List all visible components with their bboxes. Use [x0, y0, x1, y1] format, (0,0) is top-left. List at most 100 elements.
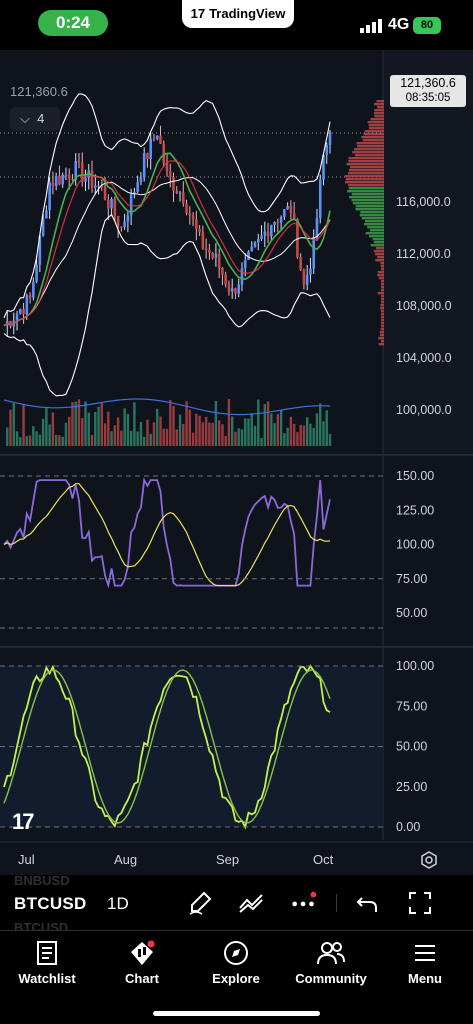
volume-bar [51, 412, 55, 446]
tab-explore[interactable]: Explore [191, 939, 281, 986]
volume-profile-row [344, 175, 384, 178]
candle-body [315, 218, 319, 238]
bollinger-upper [3, 93, 331, 319]
last-price-value: 121,360.6 [400, 76, 456, 90]
candle-body [185, 203, 188, 214]
interval-button[interactable]: 1D [107, 894, 129, 913]
candle-body [159, 135, 162, 144]
tab-community-label: Community [295, 971, 367, 986]
volume-bar [61, 436, 64, 446]
volume-profile-row [354, 154, 384, 157]
more-options-icon[interactable] [290, 890, 318, 916]
indicators-count: 4 [37, 111, 45, 126]
volume-bar [48, 424, 51, 446]
fullscreen-icon[interactable] [406, 890, 434, 916]
volume-profile-row [348, 169, 384, 172]
volume-bar [325, 410, 328, 446]
chart-icon [131, 940, 155, 965]
tab-chart[interactable]: Chart [97, 939, 187, 986]
volume-profile-row [367, 121, 384, 124]
volume-bar [81, 418, 84, 446]
rsi-axis-label: 150.00 [396, 469, 434, 483]
candle-body [243, 260, 247, 269]
tab-chart-label: Chart [125, 971, 159, 986]
undo-icon[interactable] [354, 890, 382, 916]
volume-profile-row [377, 271, 384, 274]
candle-body [155, 135, 159, 139]
chart-canvas[interactable]: 124,000.0116,000.0112,000.0108,000.0104,… [0, 50, 473, 875]
candle-body [270, 224, 273, 237]
volume-bar [198, 415, 201, 446]
volume-bar [84, 401, 87, 446]
candle-body [296, 219, 299, 258]
volume-profile-row [368, 124, 384, 127]
volume-bar [165, 428, 169, 446]
candle-body [51, 182, 55, 187]
indicators-toggle[interactable]: ⌵ 4 [10, 107, 60, 131]
candle-body [250, 246, 254, 252]
volume-bar [208, 422, 211, 446]
symbol-button[interactable]: BTCUSD [14, 894, 87, 913]
ghost-symbol-top: BNBUSD [14, 873, 70, 888]
candle-body [191, 215, 195, 220]
tab-watchlist[interactable]: Watchlist [2, 939, 92, 986]
volume-bar [149, 433, 152, 446]
candle-body [116, 216, 120, 227]
candle-body [48, 182, 51, 211]
candle-body [19, 309, 22, 314]
stoch-axis-label: 50.00 [396, 740, 427, 754]
stoch-axis-label: 0.00 [396, 820, 420, 834]
volume-bar [159, 416, 162, 446]
volume-bar [257, 399, 260, 446]
volume-bars [6, 398, 332, 446]
volume-profile-row [376, 100, 384, 103]
volume-bar [234, 431, 237, 446]
volume-profile-row [380, 307, 384, 310]
volume-profile-row [380, 322, 384, 325]
volume-bar [286, 427, 289, 446]
volume-profile-row [381, 316, 384, 319]
volume-profile-row [348, 160, 384, 163]
tab-community[interactable]: Community [286, 939, 376, 986]
tab-menu-label: Menu [408, 971, 442, 986]
volume-profile-row [351, 199, 384, 202]
volume-bar [129, 430, 133, 446]
volume-bar [175, 429, 178, 446]
volume-profile-row [348, 157, 384, 160]
stoch-axis-label: 100.00 [396, 659, 434, 673]
candle-body [305, 274, 309, 285]
volume-profile-row [380, 328, 384, 331]
chart-settings-icon[interactable] [420, 851, 438, 869]
candle-body [110, 199, 113, 209]
candle-body [54, 175, 58, 187]
volume-bar [214, 401, 218, 446]
volume-bar [94, 411, 97, 446]
draw-brush-icon[interactable] [186, 890, 214, 916]
candle-body [149, 138, 152, 159]
time-label-jul: Jul [18, 852, 35, 867]
candle-body [260, 235, 263, 239]
candle-body [120, 226, 123, 228]
volume-bar [146, 419, 149, 446]
volume-profile-row [364, 130, 384, 133]
volume-profile-row [348, 187, 384, 190]
candle-body [279, 217, 283, 223]
indicators-icon[interactable] [238, 890, 266, 916]
volume-profile-row [377, 274, 384, 277]
chart-area[interactable]: 124,000.0116,000.0112,000.0108,000.0104,… [0, 50, 473, 875]
volume-bar [182, 423, 185, 446]
bottom-tab-bar: Watchlist Chart Explore Community Menu [0, 930, 473, 1024]
candle-body [139, 177, 143, 183]
volume-profile-row [381, 289, 384, 292]
volume-bar [12, 403, 15, 446]
tab-menu[interactable]: Menu [380, 939, 470, 986]
volume-bar [142, 436, 146, 446]
volume-profile-row [370, 229, 384, 232]
volume-bar [107, 411, 110, 446]
candle-body [198, 229, 201, 233]
tradingview-tab[interactable]: 17 TradingView [182, 0, 294, 28]
volume-bar [45, 407, 48, 446]
candle-body [32, 281, 35, 298]
candle-body [67, 174, 71, 180]
volume-bar [270, 413, 273, 446]
